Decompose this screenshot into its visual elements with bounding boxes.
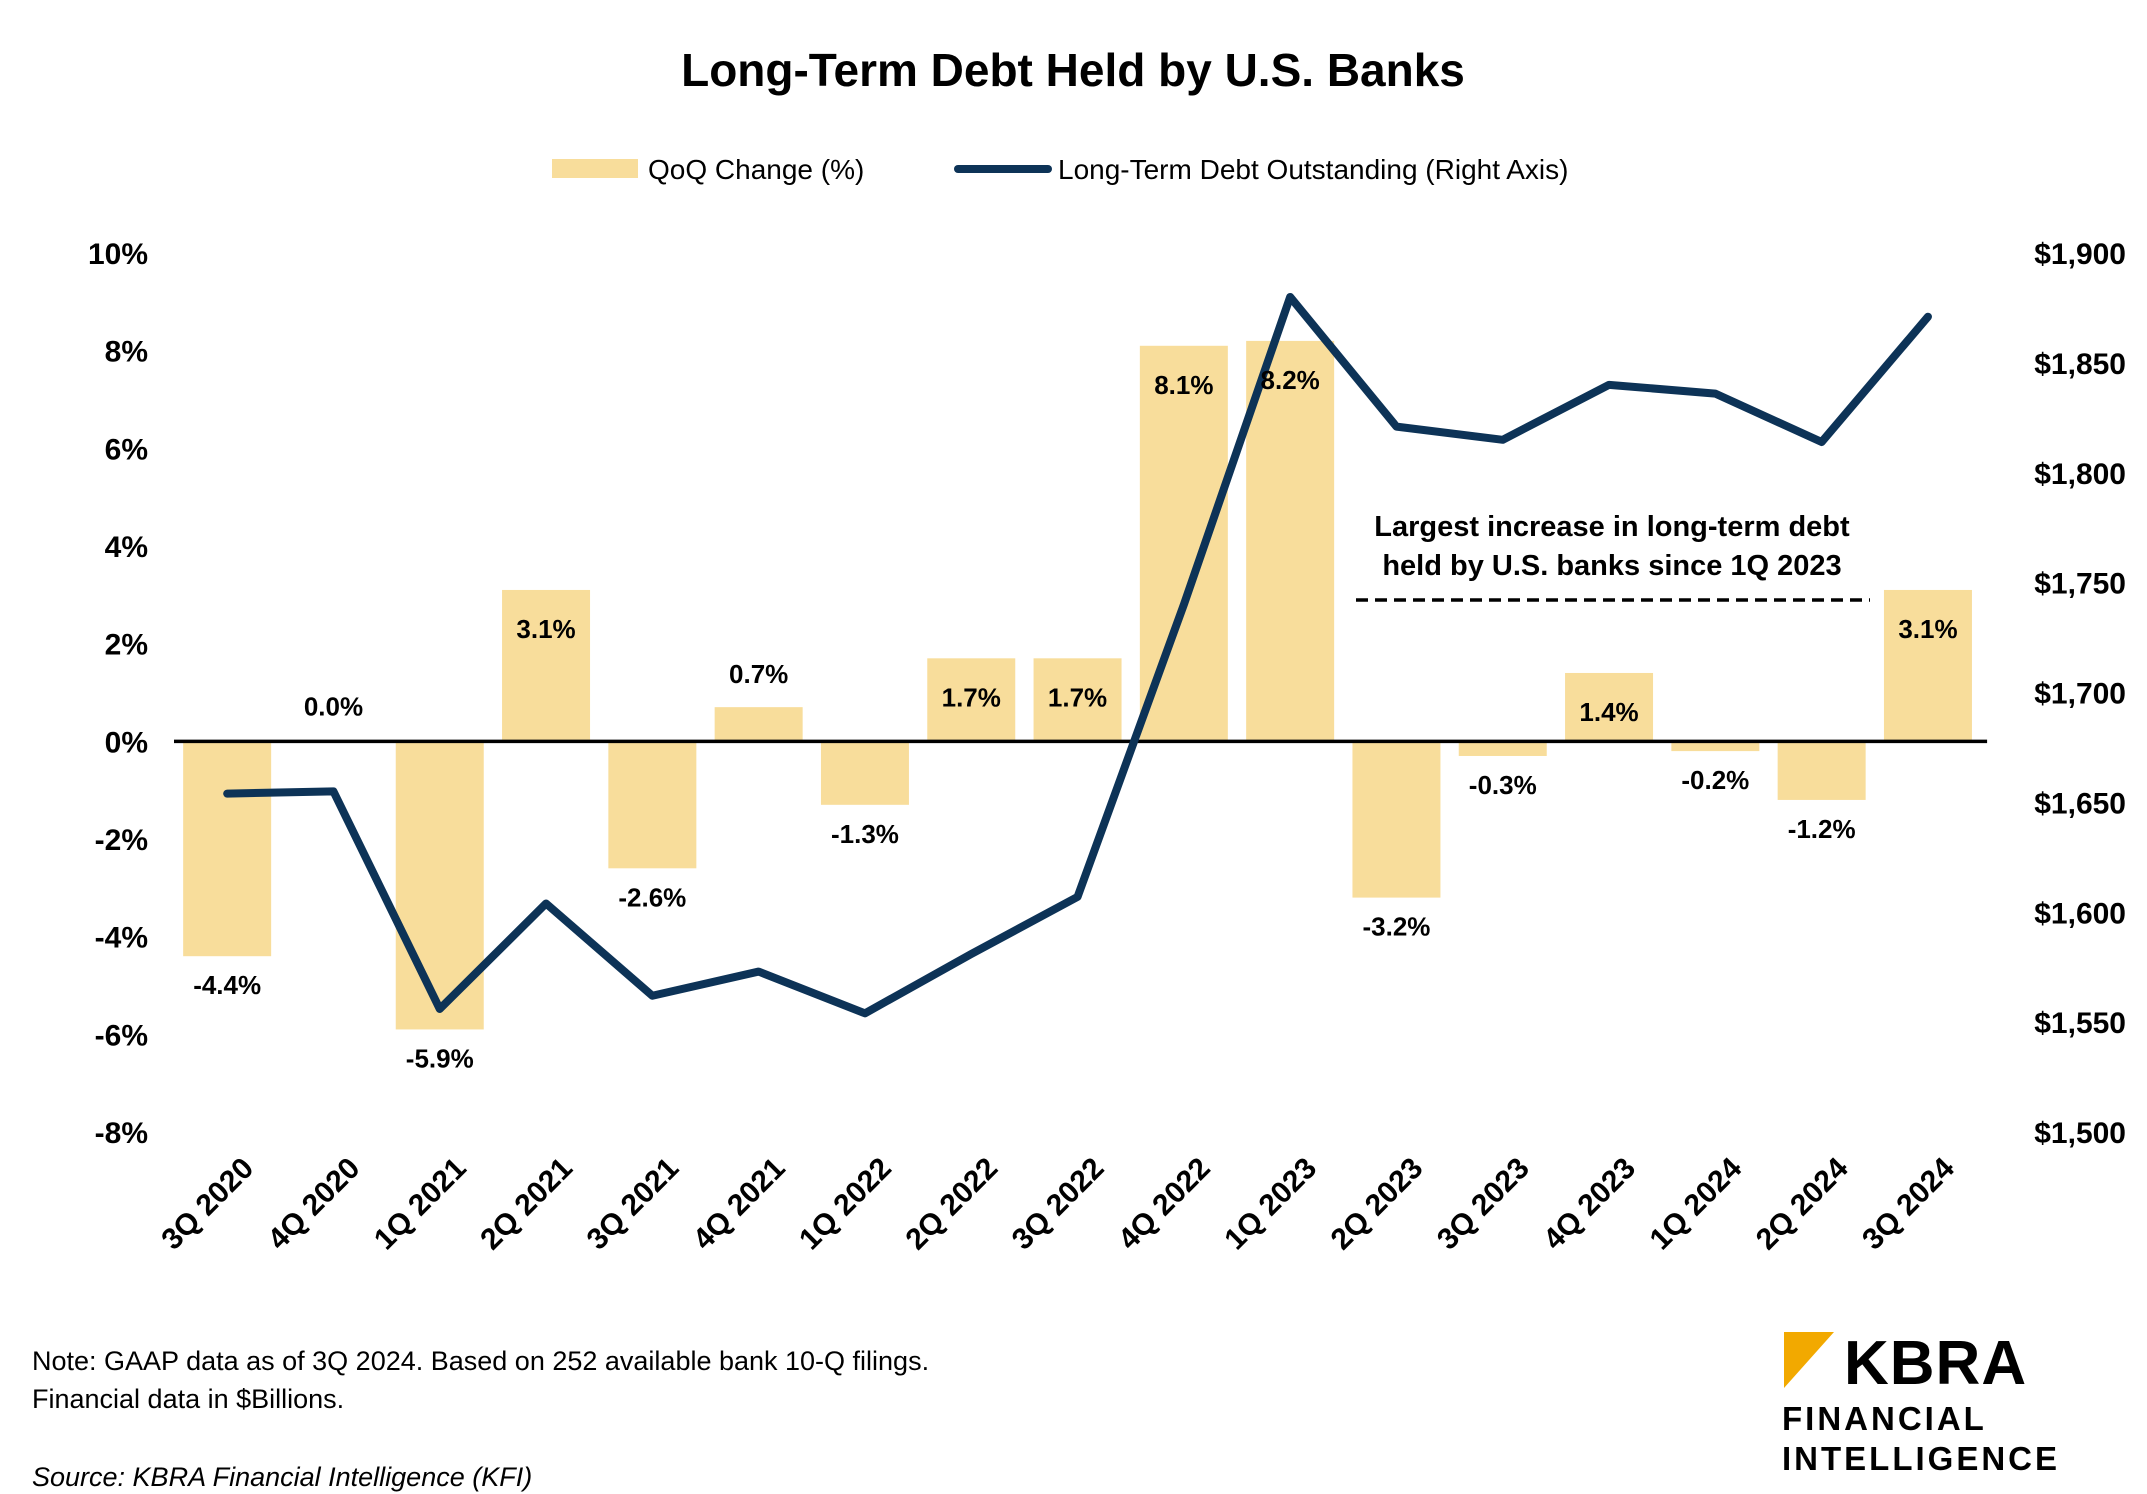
right-tick-label: $1,850	[2034, 348, 2126, 381]
annotation: Largest increase in long-term debt held …	[1356, 511, 1870, 602]
x-tick-label: 3Q 2024	[1856, 1151, 1961, 1256]
bar-data-label: -0.3%	[1469, 770, 1537, 800]
x-tick-label: 1Q 2023	[1218, 1152, 1323, 1257]
x-tick-label: 4Q 2020	[262, 1152, 367, 1257]
legend: QoQ Change (%) Long-Term Debt Outstandin…	[552, 154, 1568, 185]
bar-2q-2022	[927, 658, 1016, 742]
bar-data-label: -1.3%	[831, 819, 899, 849]
kbra-logo: KBRA FINANCIAL INTELLIGENCE	[1782, 1328, 2142, 1488]
bar-data-label: 1.7%	[1048, 682, 1107, 712]
x-tick-label: 1Q 2022	[793, 1152, 898, 1257]
x-tick-label: 3Q 2020	[155, 1152, 260, 1257]
right-tick-label: $1,550	[2034, 1007, 2126, 1040]
bar-3q-2020	[183, 741, 272, 957]
logo-line-1: FINANCIAL	[1782, 1400, 1987, 1437]
x-tick-label: 1Q 2024	[1644, 1151, 1749, 1256]
bar-data-label: 0.7%	[729, 659, 788, 689]
bar-data-label: 1.7%	[942, 682, 1001, 712]
left-axis-ticks: 10% 8% 6% 4% 2% 0% -2% -4% -6% -8%	[88, 238, 148, 1150]
kbra-logo-mark-icon	[1784, 1332, 1834, 1388]
left-tick-label: 0%	[105, 726, 148, 759]
bar-2q-2021	[502, 589, 591, 742]
bar-3q-2021	[608, 741, 697, 869]
left-tick-label: -8%	[95, 1117, 148, 1150]
x-tick-label: 2Q 2021	[474, 1152, 579, 1257]
legend-bar-label: QoQ Change (%)	[648, 154, 864, 185]
x-tick-label: 2Q 2023	[1325, 1152, 1430, 1257]
left-tick-label: -4%	[95, 922, 148, 955]
bar-4q-2023	[1565, 672, 1654, 742]
footer-source: Source: KBRA Financial Intelligence (KFI…	[32, 1462, 533, 1492]
annotation-line-1: Largest increase in long-term debt	[1374, 511, 1850, 543]
chart-title: Long-Term Debt Held by U.S. Banks	[681, 44, 1465, 96]
left-tick-label: 8%	[105, 336, 148, 369]
left-tick-label: -6%	[95, 1019, 148, 1052]
right-tick-label: $1,600	[2034, 897, 2126, 930]
x-tick-label: 2Q 2022	[899, 1152, 1004, 1257]
left-tick-label: 4%	[105, 531, 148, 564]
bar-3q-2024	[1883, 589, 1972, 742]
annotation-line-2: held by U.S. banks since 1Q 2023	[1382, 550, 1841, 582]
bar-series	[183, 340, 1972, 1030]
x-tick-label: 4Q 2022	[1112, 1152, 1217, 1257]
x-tick-label: 4Q 2023	[1537, 1152, 1642, 1257]
right-tick-label: $1,800	[2034, 458, 2126, 491]
bar-data-label: 0.0%	[304, 691, 363, 721]
left-tick-label: 10%	[88, 238, 148, 271]
bar-3q-2023	[1458, 741, 1547, 756]
bar-data-label: -1.2%	[1788, 814, 1856, 844]
bar-data-label: 8.1%	[1154, 370, 1213, 400]
legend-line-label: Long-Term Debt Outstanding (Right Axis)	[1058, 154, 1568, 185]
left-tick-label: 6%	[105, 433, 148, 466]
bar-4q-2021	[714, 707, 803, 742]
right-tick-label: $1,750	[2034, 568, 2126, 601]
right-axis-ticks: $1,900 $1,850 $1,800 $1,750 $1,700 $1,650 $1,6…	[2034, 238, 2126, 1150]
x-tick-label: 3Q 2021	[581, 1152, 686, 1257]
logo-line-2: INTELLIGENCE	[1782, 1440, 2061, 1477]
bar-data-label: 8.2%	[1261, 365, 1320, 395]
x-axis-ticks: 3Q 2020 4Q 2020 1Q 2021 2Q 2021 3Q 2021 4Q 20…	[155, 1151, 1961, 1256]
right-tick-label: $1,700	[2034, 678, 2126, 711]
bar-1q-2021	[395, 741, 484, 1030]
bar-2q-2023	[1352, 741, 1441, 898]
left-tick-label: 2%	[105, 629, 148, 662]
bar-data-label: -0.2%	[1681, 765, 1749, 795]
bar-1q-2022	[820, 741, 909, 805]
bar-data-label: 1.4%	[1579, 697, 1638, 727]
bar-data-label: -3.2%	[1362, 912, 1430, 942]
bar-data-label: -5.9%	[406, 1043, 474, 1073]
bar-data-label: -4.4%	[193, 970, 261, 1000]
line-series	[223, 292, 1932, 1018]
x-tick-label: 4Q 2021	[687, 1152, 792, 1257]
bar-3q-2022	[1033, 658, 1122, 742]
x-tick-label: 2Q 2024	[1750, 1151, 1855, 1256]
right-tick-label: $1,650	[2034, 787, 2126, 820]
right-tick-label: $1,900	[2034, 238, 2126, 271]
bar-1q-2023	[1246, 340, 1335, 742]
x-tick-label: 3Q 2023	[1431, 1152, 1536, 1257]
chart: Long-Term Debt Held by U.S. Banks QoQ Ch…	[88, 44, 2126, 1256]
x-tick-label: 1Q 2021	[368, 1152, 473, 1257]
bar-1q-2024	[1671, 741, 1760, 752]
right-tick-label: $1,500	[2034, 1117, 2126, 1150]
bar-data-label: 3.1%	[516, 614, 575, 644]
footer-note-line-1: Note: GAAP data as of 3Q 2024. Based on …	[32, 1346, 930, 1376]
bar-data-label: -2.6%	[618, 882, 686, 912]
bar-2q-2024	[1777, 741, 1866, 800]
bar-data-labels: -4.4% 0.0% -5.9% 3.1% -2.6% 0.7% -1.3% 1.7% 1.7%…	[193, 365, 1957, 1074]
x-tick-label: 3Q 2022	[1006, 1152, 1111, 1257]
footer-note-line-2: Financial data in $Billions.	[32, 1384, 345, 1414]
bar-data-label: 3.1%	[1898, 614, 1957, 644]
left-tick-label: -2%	[95, 824, 148, 857]
legend-bar-swatch	[552, 159, 638, 178]
logo-wordmark: KBRA	[1844, 1329, 2028, 1398]
